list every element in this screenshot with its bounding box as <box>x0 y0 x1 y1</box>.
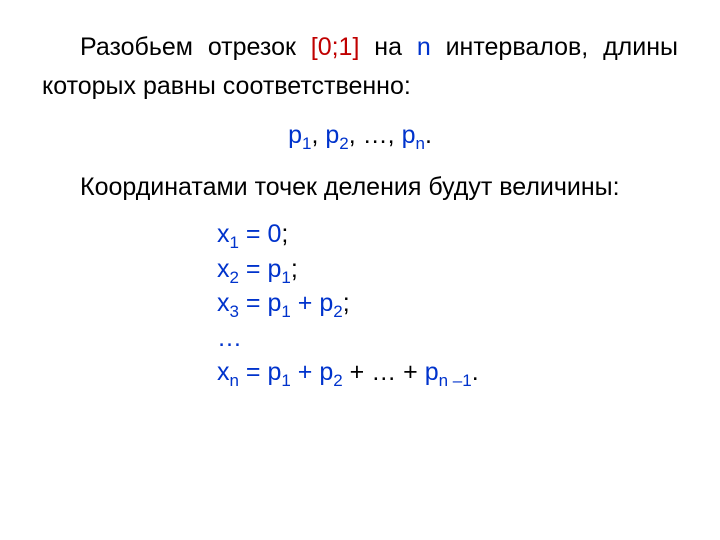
p-letter: p <box>267 255 281 283</box>
sub-2: 2 <box>333 371 342 390</box>
p1: p1 <box>267 358 290 386</box>
p1: p1 <box>267 289 290 317</box>
p-letter: p <box>425 358 439 386</box>
sep-1: , <box>311 121 325 149</box>
p-letter: p <box>288 121 302 149</box>
semi: ; <box>291 255 298 283</box>
x-letter: x <box>217 255 230 283</box>
document-page: Разобьем отрезок [0;1] на n интервалов, … <box>0 0 720 540</box>
eq-row-dots: … <box>217 321 678 356</box>
equations-block: x1 = 0; x2 = p1; x3 = p1 + p2; … xn = p1… <box>217 217 678 390</box>
p2: p2 <box>319 358 342 386</box>
ellipsis-1: , …, <box>349 121 402 149</box>
dot: . <box>472 358 479 386</box>
p-letter: p <box>267 289 281 317</box>
semi: ; <box>281 220 288 248</box>
paragraph-1: Разобьем отрезок [0;1] на n интервалов, … <box>42 28 678 106</box>
ellipsis-plus: + … + <box>343 358 425 386</box>
sub-2: 2 <box>230 268 239 287</box>
sub-1: 1 <box>281 302 290 321</box>
p-letter: p <box>325 121 339 149</box>
x-letter: x <box>217 220 230 248</box>
p1: p1 <box>288 121 311 149</box>
plus: + <box>291 289 320 317</box>
x-letter: x <box>217 289 230 317</box>
dot-1: . <box>425 121 432 149</box>
dots: … <box>217 324 242 352</box>
semi: ; <box>343 289 350 317</box>
eq-row-2: x2 = p1; <box>217 252 678 287</box>
para1-text-2: на <box>359 33 416 61</box>
p-letter: p <box>402 121 416 149</box>
eq-sign: = <box>239 220 268 248</box>
p-letter: p <box>319 358 333 386</box>
eq-row-3: x3 = p1 + p2; <box>217 286 678 321</box>
plus: + <box>291 358 320 386</box>
p-letter: p <box>267 358 281 386</box>
p2: p2 <box>325 121 348 149</box>
sub-1: 1 <box>230 233 239 252</box>
pn: pn <box>402 121 425 149</box>
eq-row-1: x1 = 0; <box>217 217 678 252</box>
p2: p2 <box>319 289 342 317</box>
x1: x1 <box>217 220 239 248</box>
zero: 0 <box>267 220 281 248</box>
x-letter: x <box>217 358 230 386</box>
sub-n: n <box>230 371 239 390</box>
xn: xn <box>217 358 239 386</box>
x2: x2 <box>217 255 239 283</box>
x3: x3 <box>217 289 239 317</box>
sub-1: 1 <box>281 371 290 390</box>
probability-list: p1, p2, …, pn. <box>42 116 678 155</box>
sub-2: 2 <box>339 134 348 153</box>
eq-sign: = <box>239 358 268 386</box>
sub-1: 1 <box>281 268 290 287</box>
variable-n: n <box>417 33 431 61</box>
eq-sign: = <box>239 255 268 283</box>
sub-2: 2 <box>333 302 342 321</box>
paragraph-2: Координатами точек деления будут величин… <box>42 168 678 207</box>
interval-literal: [0;1] <box>311 33 360 61</box>
p1: p1 <box>267 255 290 283</box>
para1-text-1: Разобьем отрезок <box>80 33 311 61</box>
sub-n: n <box>415 134 424 153</box>
sub-3: 3 <box>230 302 239 321</box>
sub-n-minus-1: n –1 <box>439 371 472 390</box>
eq-sign: = <box>239 289 268 317</box>
pn-1: pn –1 <box>425 358 472 386</box>
eq-row-n: xn = p1 + p2 + … + pn –1. <box>217 355 678 390</box>
p-letter: p <box>319 289 333 317</box>
